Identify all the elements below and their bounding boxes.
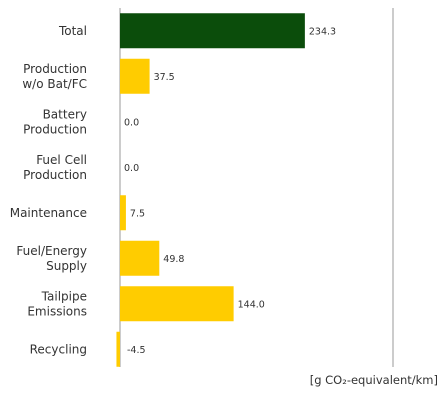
data-label: 144.0 <box>238 299 265 310</box>
category-label: Recycling <box>30 342 87 356</box>
category-label: Fuel Cell Production <box>23 153 87 182</box>
data-label: 49.8 <box>163 254 184 265</box>
data-label: 37.5 <box>154 72 175 83</box>
category-label: Fuel/Energy Supply <box>16 244 87 273</box>
category-label: Battery Production <box>23 107 87 136</box>
category-label: Maintenance <box>10 206 87 220</box>
bar <box>120 195 126 231</box>
data-label: 7.5 <box>130 208 145 219</box>
bar <box>120 240 160 276</box>
category-label: Production w/o Bat/FC <box>22 62 87 91</box>
bar <box>120 286 234 322</box>
data-label: 0.0 <box>124 117 139 128</box>
category-label: Tailpipe Emissions <box>27 289 87 318</box>
bar <box>116 331 120 367</box>
bar <box>120 13 305 49</box>
data-label: 234.3 <box>309 26 336 37</box>
bar <box>120 58 150 94</box>
category-label: Total <box>58 24 87 38</box>
data-label: -4.5 <box>127 345 146 356</box>
x-axis-unit-label: [g CO₂-equivalent/km] <box>309 373 438 387</box>
chart-bars <box>116 13 305 367</box>
data-label: 0.0 <box>124 163 139 174</box>
chart-labels: 234.3 Total 37.5 Production w/o Bat/FC 0.0 Bat… <box>10 24 336 357</box>
